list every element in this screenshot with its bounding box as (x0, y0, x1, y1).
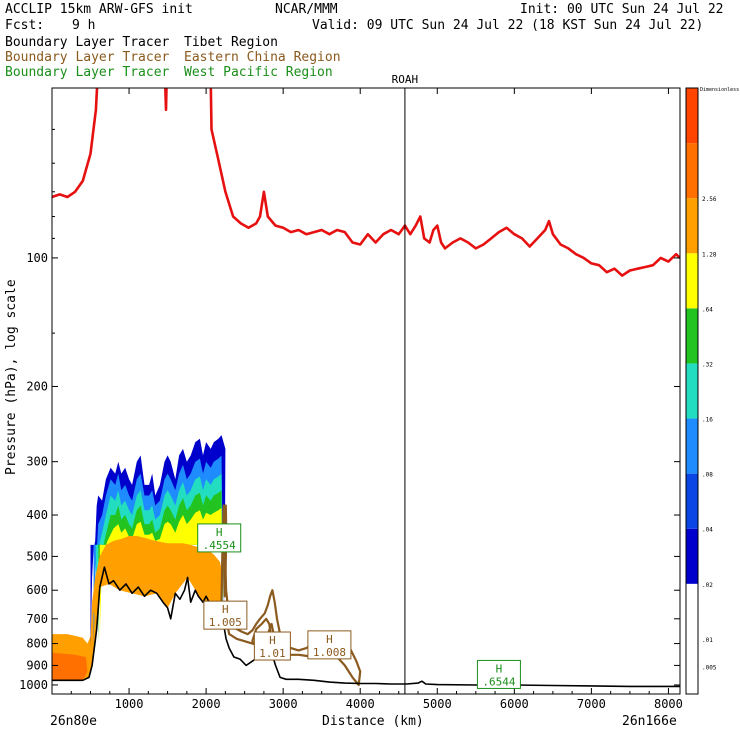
colorbar-segment-8 (686, 198, 698, 254)
x-tick-label-4000: 4000 (346, 697, 375, 711)
colorbar-segment-3 (686, 473, 698, 529)
right-endpoint-label: 26n166e (622, 714, 677, 729)
colorbar-label-6: .32 (702, 361, 713, 368)
colorbar-label-0: .005 (702, 664, 717, 671)
y-axis-label: Pressure (hPa), log scale (4, 279, 19, 475)
high-marker-0: H.4554 (197, 523, 242, 553)
colorbar-segment-10 (686, 88, 698, 144)
x-tick-label-8000: 8000 (654, 697, 683, 711)
x-axis: 1000 2000 3000 4000 5000 6000 7000 8000 (51, 88, 683, 711)
tracer-legend-west-pacific-region: West Pacific Region (184, 65, 333, 80)
colorbar-segment-0 (686, 638, 698, 694)
colorbar: .005 .01 .02 .04 .08 .16 .32 .64 1.28 2.56 Dimensi… (685, 87, 739, 695)
high-marker-box (197, 523, 242, 553)
init-time: Init: 00 UTC Sun 24 Jul 22 (520, 2, 724, 17)
high-marker-2: H1.01 (253, 631, 291, 661)
high-marker-letter: H (496, 662, 503, 675)
high-marker-value: 1.008 (313, 646, 346, 659)
tracer-legend-eastern-china-region: Eastern China Region (184, 50, 341, 65)
colorbar-label-9: 2.56 (702, 196, 717, 203)
high-marker-value: .4554 (203, 539, 236, 552)
colorbar-label-4: .08 (702, 472, 713, 479)
plot-frame (51, 87, 681, 695)
x-tick-label-6000: 6000 (500, 697, 529, 711)
model-title: ACCLIP 15km ARW-GFS init (5, 2, 193, 17)
left-endpoint-label: 26n80e (50, 714, 97, 729)
y-tick-label-400: 400 (26, 508, 48, 522)
y-tick-label-100: 100 (26, 251, 48, 265)
y-tick-label-700: 700 (26, 612, 48, 626)
header: ACCLIP 15km ARW-GFS init NCAR/MMM Init: … (0, 0, 740, 85)
colorbar-label-2: .02 (702, 582, 713, 589)
high-marker-box (307, 630, 352, 660)
y-tick-label-300: 300 (26, 455, 48, 469)
colorbar-frame (685, 87, 699, 695)
tibet-tracer-core-band (92, 536, 224, 630)
colorbar-segment-1 (686, 583, 698, 639)
tracer-legend-west-pacific-prefix: Boundary Layer Tracer (5, 65, 170, 80)
high-marker-box (253, 631, 291, 661)
colorbar-label-1: .01 (702, 637, 713, 644)
high-marker-value: 1.01 (259, 647, 286, 660)
forecast-hour: 9 h (72, 18, 96, 33)
tracer-fill-layer (52, 435, 226, 681)
colorbar-label-7: .64 (702, 306, 713, 313)
x-tick-label-5000: 5000 (423, 697, 452, 711)
organization: NCAR/MMM (275, 2, 338, 17)
colorbar-segment-2 (686, 528, 698, 584)
high-marker-box (476, 659, 521, 689)
y-tick-label-200: 200 (26, 379, 48, 393)
y-tick-label-800: 800 (26, 637, 48, 651)
high-marker-3: H1.008 (307, 630, 352, 660)
high-marker-1: H1.005 (203, 600, 248, 630)
tibet-tracer-lowlevel-core (52, 652, 88, 681)
y-tick-label-600: 600 (26, 583, 48, 597)
high-marker-letter: H (216, 526, 223, 539)
tropopause-line (52, 88, 680, 277)
y-tick-label-500: 500 (26, 549, 48, 563)
high-marker-4: H.6544 (476, 659, 521, 689)
colorbar-label-8: 1.28 (702, 251, 717, 258)
high-marker-box (203, 600, 248, 630)
colorbar-segment-4 (686, 418, 698, 474)
colorbar-segment-7 (686, 253, 698, 309)
y-tick-label-1000: 1000 (19, 678, 48, 692)
high-marker-letter: H (222, 603, 229, 616)
valid-time: Valid: 09 UTC Sun 24 Jul 22 (18 KST Sun … (312, 18, 704, 33)
high-marker-letter: H (326, 633, 333, 646)
x-tick-label-2000: 2000 (192, 697, 221, 711)
tracer-legend-tibet-prefix: Boundary Layer Tracer (5, 35, 170, 50)
colorbar-label-3: .04 (702, 527, 713, 534)
roah-marker: ROAH (392, 73, 419, 694)
y-axis: 100 200 300 400 500 600 700 800 900 1000 (19, 87, 680, 692)
high-marker-value: 1.005 (209, 616, 242, 629)
x-axis-label: Distance (km) (322, 714, 424, 729)
colorbar-segment-9 (686, 143, 698, 199)
colorbar-segment-6 (686, 308, 698, 364)
high-marker-letter: H (269, 634, 276, 647)
x-tick-label-3000: 3000 (269, 697, 298, 711)
tracer-legend-tibet-region: Tibet Region (184, 35, 278, 50)
x-tick-label-7000: 7000 (577, 697, 606, 711)
y-tick-label-900: 900 (26, 658, 48, 672)
colorbar-label-5: .16 (702, 417, 713, 424)
forecast-label: Fcst: (5, 18, 45, 33)
colorbar-segment-5 (686, 363, 698, 419)
roah-label: ROAH (392, 73, 419, 86)
tracer-legend-eastern-china-prefix: Boundary Layer Tracer (5, 50, 170, 65)
colorbar-title: Dimensionless (700, 87, 739, 93)
high-marker-value: .6544 (482, 675, 515, 688)
x-tick-label-1000: 1000 (115, 697, 144, 711)
